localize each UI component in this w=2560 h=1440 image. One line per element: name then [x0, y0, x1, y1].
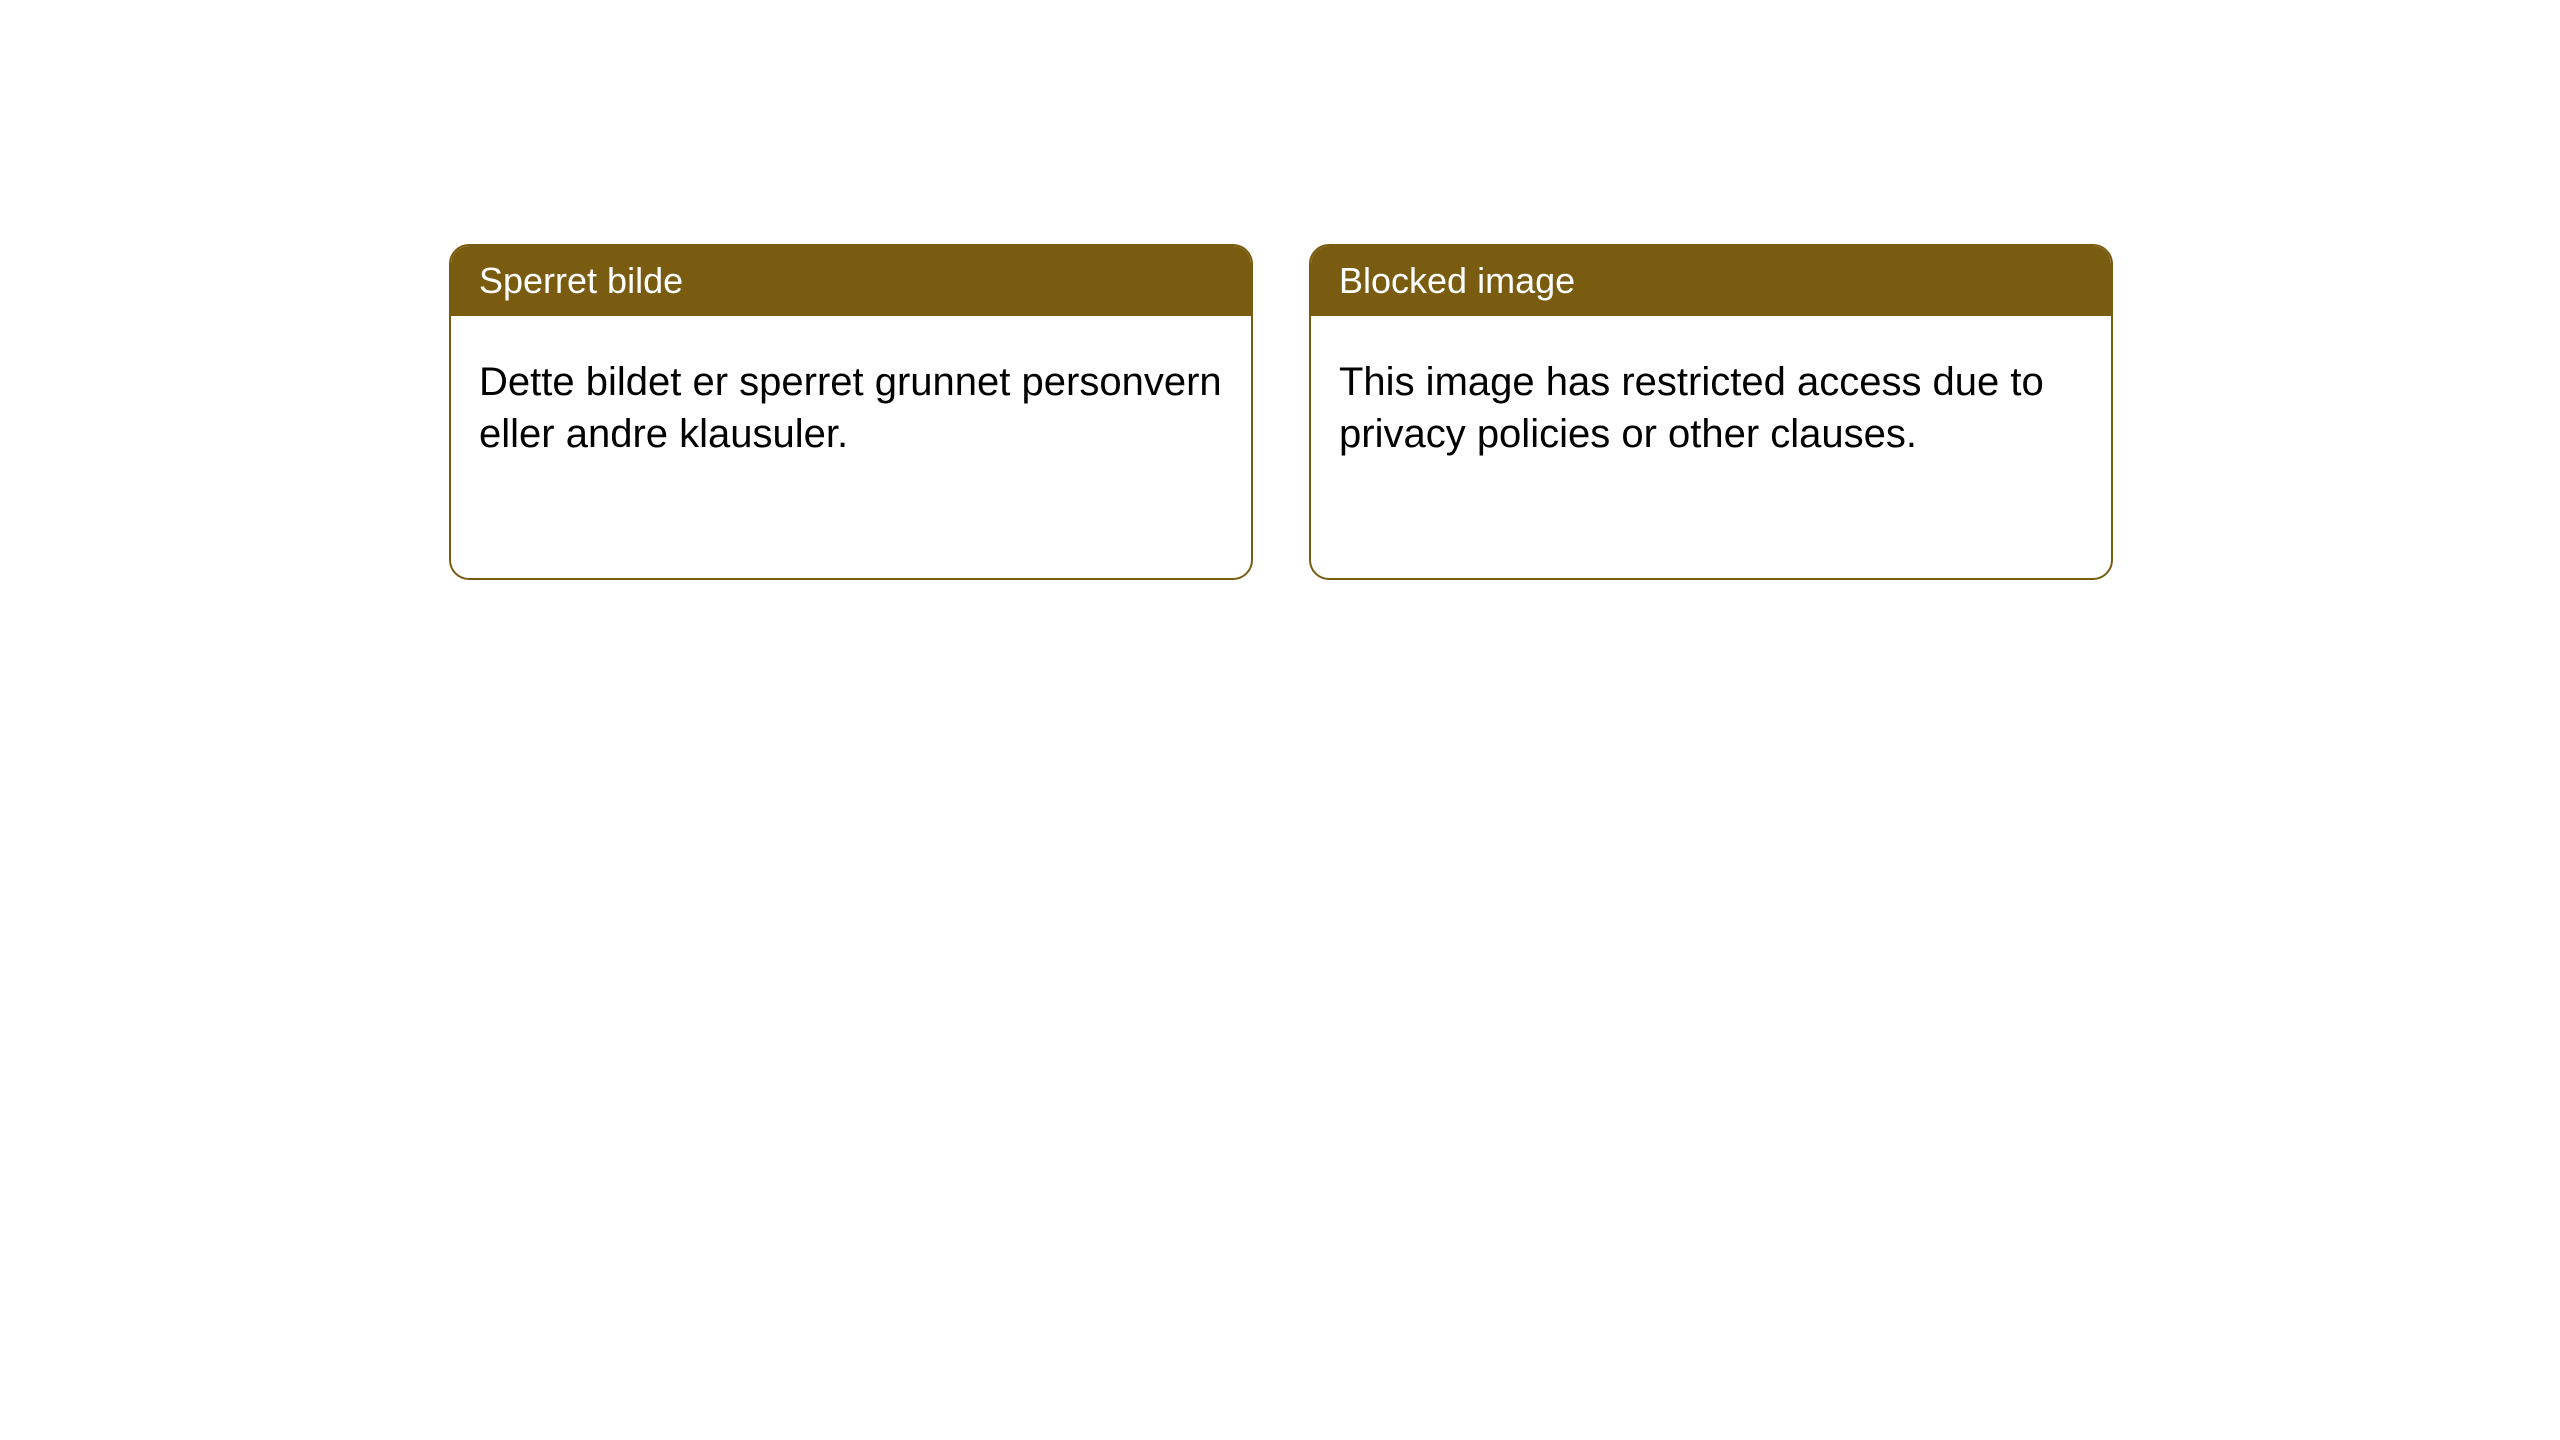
card-body-text: Dette bildet er sperret grunnet personve… — [479, 360, 1222, 456]
card-header: Sperret bilde — [451, 246, 1251, 316]
card-header: Blocked image — [1311, 246, 2111, 316]
card-title: Blocked image — [1339, 260, 1575, 301]
notice-card-english: Blocked image This image has restricted … — [1309, 244, 2113, 580]
card-body: This image has restricted access due to … — [1311, 316, 2111, 500]
notice-card-norwegian: Sperret bilde Dette bildet er sperret gr… — [449, 244, 1253, 580]
card-title: Sperret bilde — [479, 260, 683, 301]
card-body: Dette bildet er sperret grunnet personve… — [451, 316, 1251, 500]
card-body-text: This image has restricted access due to … — [1339, 360, 2044, 456]
notice-cards-container: Sperret bilde Dette bildet er sperret gr… — [449, 244, 2113, 580]
